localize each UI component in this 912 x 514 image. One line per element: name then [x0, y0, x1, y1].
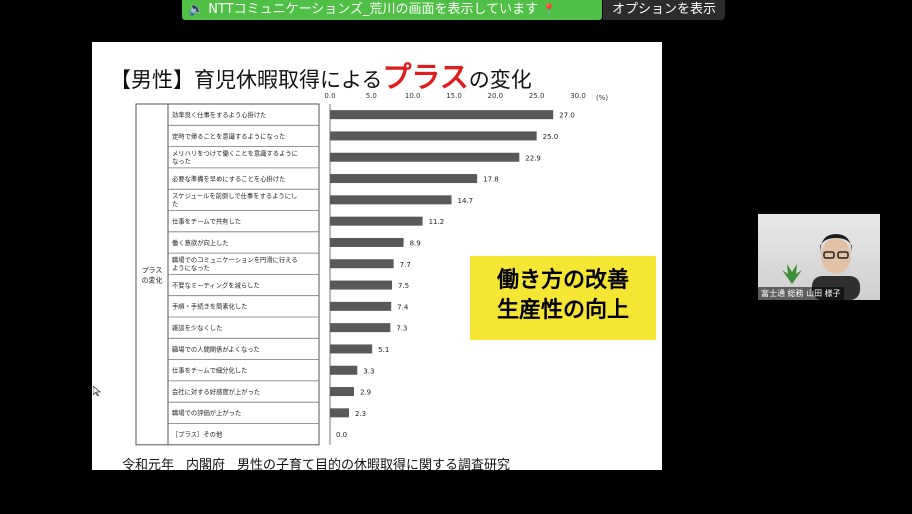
slide-title: 【男性】育児休暇取得によるプラスの変化 [110, 54, 532, 96]
category-label: 職場での人間関係がよくなった [172, 344, 260, 353]
category-label-line2: た [172, 200, 178, 208]
category-label-line1: メリハリをつけて働くことを意識するように [172, 149, 298, 158]
plant-icon [782, 264, 802, 284]
bar [330, 131, 537, 141]
category-label: 会社に対する好感度が上がった [172, 387, 260, 396]
bar-value-label: 14.7 [458, 197, 474, 205]
slide-title-highlight: プラス [382, 60, 469, 94]
bar [330, 408, 350, 418]
bar-value-label: 2.9 [360, 389, 371, 397]
bar [330, 301, 392, 311]
category-label: 雑談を少なくした [172, 323, 222, 332]
participant-name: 富士通 総務 山田 様子 [758, 287, 844, 300]
x-tick-label: 20.0 [488, 92, 504, 100]
bar [330, 195, 452, 205]
view-options-button[interactable]: オプションを表示 [603, 0, 725, 20]
source-title: 男性の子育て目的の休暇取得に関する調査研究 [237, 458, 511, 473]
category-label-line2: なった [172, 158, 191, 166]
category-label-line1: スケジュールを前倒しで仕事をするようにし [172, 191, 297, 200]
bar [330, 387, 354, 397]
participant-video-tile[interactable]: 富士通 総務 山田 様子 [758, 214, 880, 300]
category-label: ［プラス］その他 [172, 430, 223, 439]
bar-value-label: 17.8 [483, 176, 499, 184]
screen-share-banner: 🔈 NTTコミュニケーションズ_荒川の画面を表示しています 📍 [182, 0, 602, 20]
source-era: 令和元年 [122, 458, 175, 473]
bar-value-label: 27.0 [559, 112, 575, 120]
speaker-icon: 🔈 [188, 2, 205, 17]
bar [330, 237, 404, 247]
x-tick-label: 0.0 [324, 92, 335, 100]
mouse-cursor-icon [93, 386, 101, 396]
callout-box: 働き方の改善 生産性の向上 [470, 256, 656, 340]
bar-value-label: 22.9 [525, 154, 541, 162]
bar [330, 344, 373, 354]
bar [330, 152, 520, 162]
bar [330, 280, 392, 290]
category-label: 仕事をチームで共有した [172, 217, 241, 226]
bar-value-label: 8.9 [410, 239, 421, 247]
x-tick-label: 5.0 [366, 92, 377, 100]
bar [330, 216, 423, 226]
source-org: 内閣府 [186, 458, 226, 473]
slide-title-prefix: 【男性】育児休暇取得による [110, 68, 383, 92]
bar-value-label: 5.1 [378, 346, 389, 354]
bar-value-label: 0.0 [336, 431, 347, 439]
category-group-label-line2: の変化 [142, 275, 163, 284]
bar-value-label: 25.0 [543, 133, 559, 141]
bar [330, 323, 391, 333]
source-citation: 令和元年 内閣府 男性の子育て目的の休暇取得に関する調査研究 [122, 454, 510, 473]
category-label: 職場での評価が上がった [172, 408, 241, 417]
pin-icon[interactable]: 📍 [542, 3, 556, 16]
bar-value-label: 7.4 [397, 303, 409, 311]
category-label-line2: ようになった [172, 264, 210, 272]
category-label: 不要なミーティングを減らした [172, 280, 260, 289]
category-group-label-line1: プラス [142, 266, 163, 274]
x-tick-label: 25.0 [529, 92, 545, 100]
bar-value-label: 7.7 [400, 261, 411, 269]
bar-chart: プラスの変化 0.0 5.0 10.0 15.0 20.0 25.0 30.0 (%) 効率良く仕… [135, 92, 608, 446]
axis-unit-label: (%) [596, 94, 608, 102]
bar [330, 365, 358, 375]
category-label: 仕事をチームで細分化した [172, 366, 247, 375]
x-tick-label: 10.0 [405, 92, 421, 100]
category-label-line1: 職場でのコミュニケーションを円滑に行える [172, 255, 298, 264]
bar-value-label: 11.2 [429, 218, 445, 226]
category-label: 手順・手続きを簡素化した [172, 302, 248, 311]
category-label: 働く意欲が向上した [172, 238, 229, 247]
bar [330, 174, 478, 184]
bar-value-label: 7.3 [396, 325, 407, 333]
x-tick-label: 15.0 [446, 92, 462, 100]
slide-title-suffix: の変化 [468, 68, 532, 92]
category-label: 必要な準備を早めにすることを心掛けた [172, 174, 285, 183]
callout-line-2: 生産性の向上 [496, 298, 629, 323]
category-label: 定時で帰ることを意識するようになった [172, 131, 285, 140]
bar [330, 259, 394, 269]
bar-value-label: 7.5 [398, 282, 409, 290]
bar [330, 110, 554, 120]
bar-value-label: 2.3 [355, 410, 366, 418]
callout-line-1: 働き方の改善 [496, 268, 629, 293]
category-label: 効率良く仕事をするよう心掛けた [172, 110, 266, 119]
bar-value-label: 3.3 [363, 367, 374, 375]
x-tick-label: 30.0 [570, 92, 586, 100]
share-banner-text: NTTコミュニケーションズ_荒川の画面を表示しています [208, 2, 539, 17]
shared-slide: 【男性】育児休暇取得によるプラスの変化 プラス の変化 0.0 5.0 10.0 15.0… [92, 42, 662, 473]
